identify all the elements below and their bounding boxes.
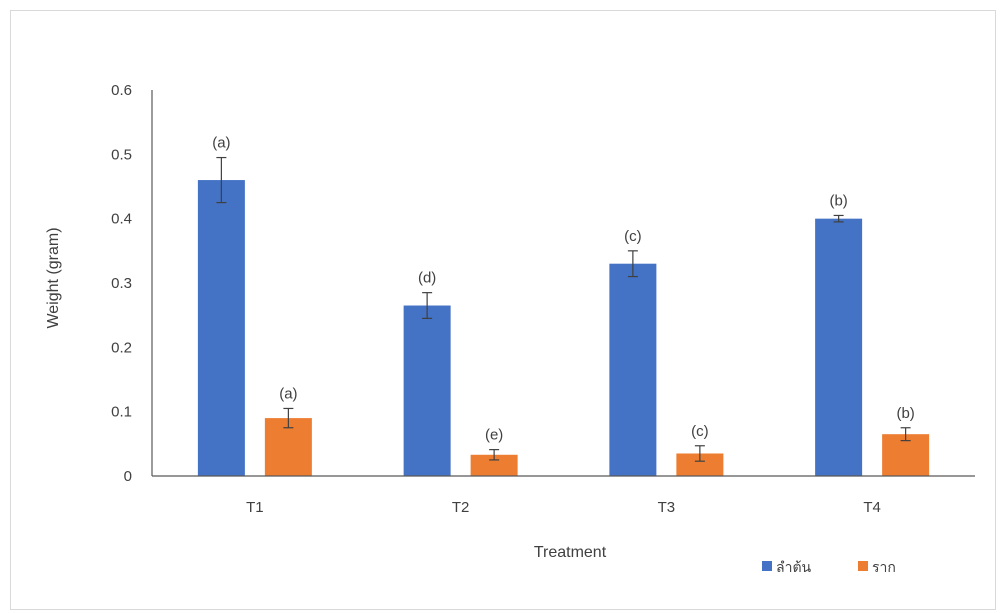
bar [609,263,657,476]
bar [815,218,863,476]
x-axis: T1 T2 T3 T4 [152,475,975,516]
bars: (a) (a) (d) (e) (c) (c) (b) (b) [197,135,930,477]
y-tick-label: 0.5 [111,146,132,163]
y-tick-label: 0.1 [111,404,132,421]
y-tick-label: 0.4 [111,211,132,228]
bar [197,180,245,477]
bar [403,305,451,476]
error-bar [489,449,500,461]
error-bar [627,250,638,278]
legend-swatch [762,561,772,571]
y-tick-label: 0.6 [111,82,132,99]
y-axis: 0 0.1 0.2 0.3 0.4 0.5 0.6 [111,82,153,485]
legend-entry: ราก [872,559,896,575]
x-tick-label: T2 [452,499,470,516]
error-bar [900,427,911,442]
x-tick-label: T3 [658,499,676,516]
legend: ลำต้น ราก [762,559,896,575]
y-tick-label: 0 [124,468,132,485]
significance-label: (c) [624,228,642,245]
bar [676,453,724,476]
x-tick-label: T4 [863,499,881,516]
y-tick-label: 0.3 [111,275,132,292]
significance-label: (b) [896,405,914,422]
bar [470,454,518,476]
significance-label: (e) [485,427,503,444]
significance-label: (d) [418,270,436,287]
error-bar [283,407,294,429]
error-bar [216,156,227,204]
significance-label: (c) [691,423,709,440]
significance-label: (a) [212,135,230,152]
significance-label: (a) [279,385,297,402]
y-tick-label: 0.2 [111,339,132,356]
legend-swatch [858,561,868,571]
error-bar [694,445,705,462]
legend-entry: ลำต้น [776,559,812,575]
y-axis-title: Weight (gram) [45,227,62,328]
x-tick-label: T1 [246,499,264,516]
x-axis-title: Treatment [534,544,607,561]
error-bar [833,214,844,223]
significance-label: (b) [829,192,847,209]
error-bar [422,292,433,319]
